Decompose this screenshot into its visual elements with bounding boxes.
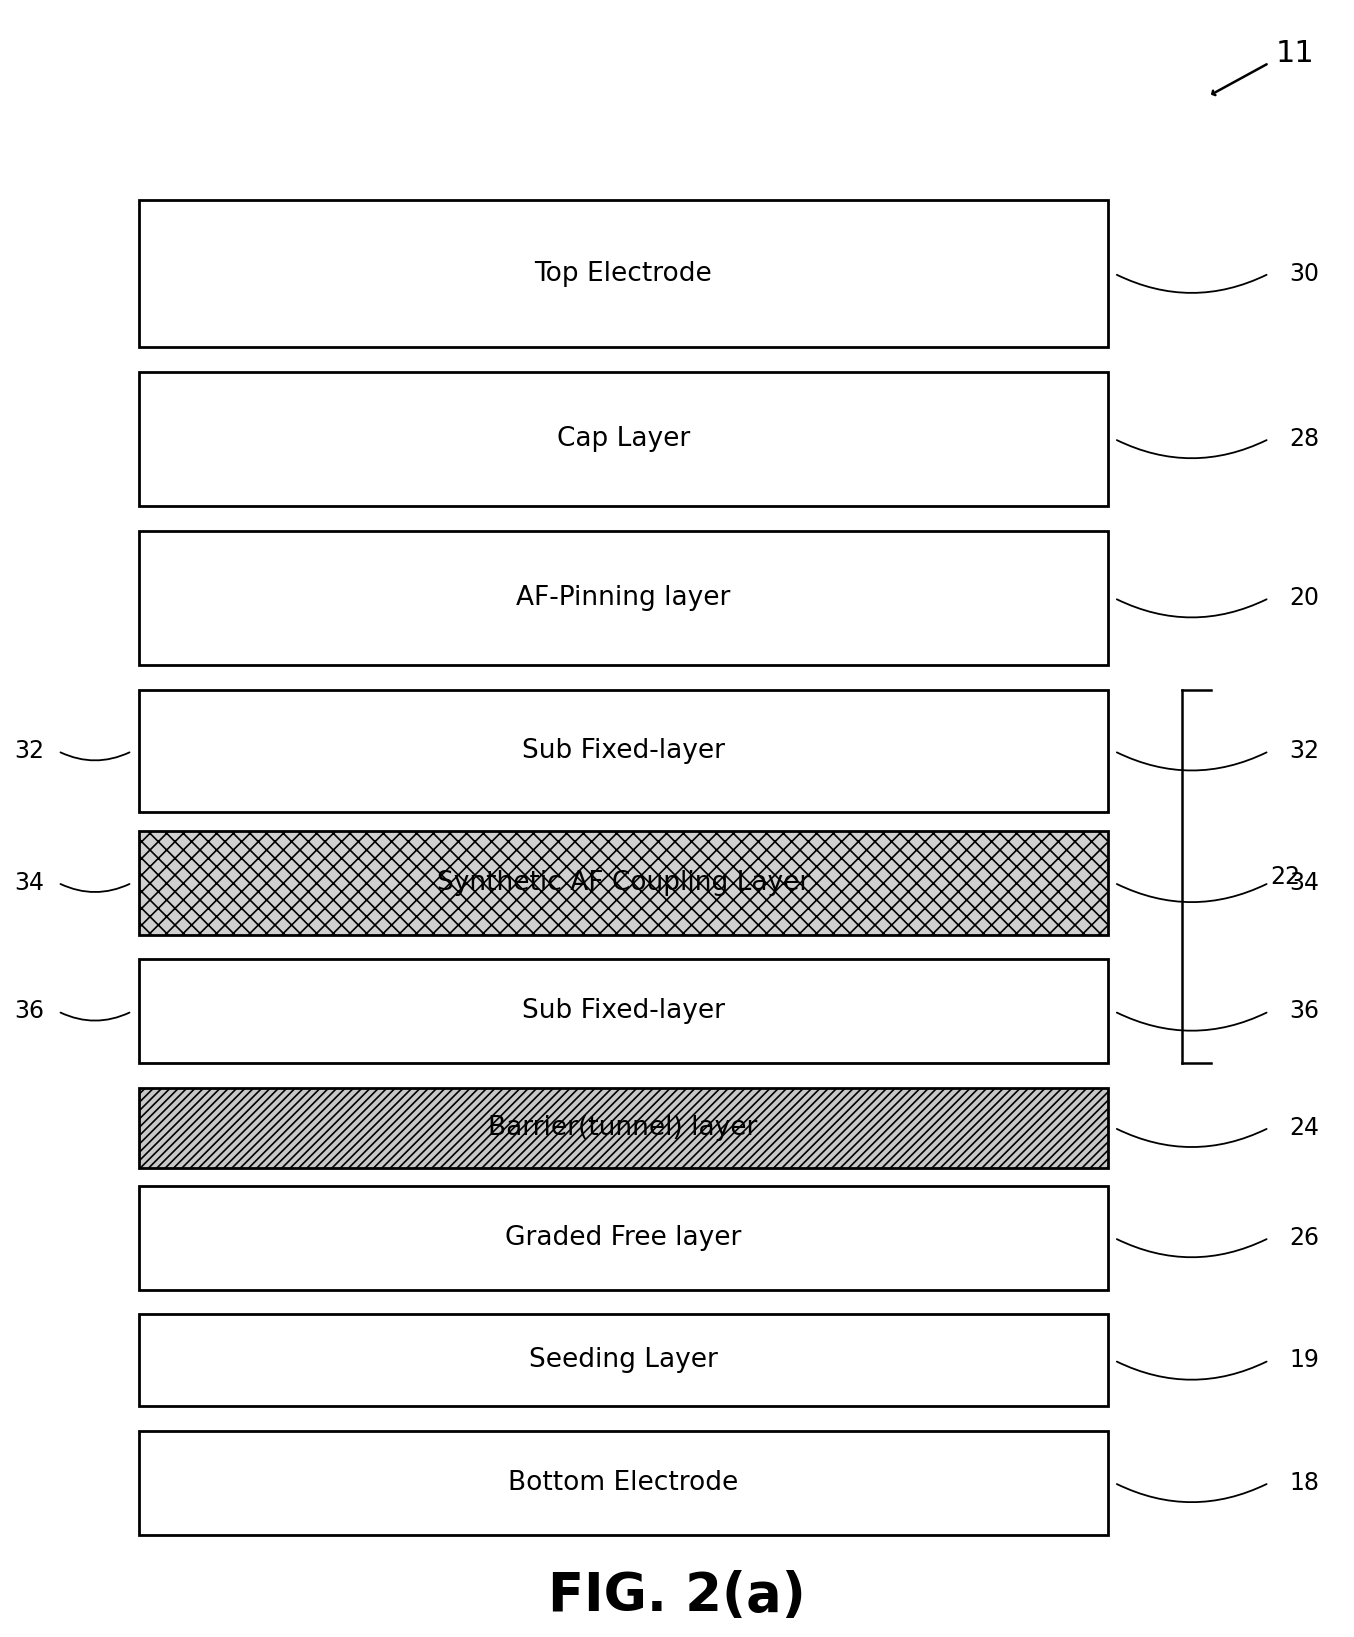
Bar xyxy=(138,830,1108,935)
Text: 32: 32 xyxy=(1289,740,1319,763)
Text: 24: 24 xyxy=(1289,1116,1319,1139)
Text: Sub Fixed-layer: Sub Fixed-layer xyxy=(521,999,724,1025)
Text: 20: 20 xyxy=(1289,586,1319,611)
Text: 18: 18 xyxy=(1289,1470,1319,1495)
Text: Seeding Layer: Seeding Layer xyxy=(528,1347,718,1373)
Text: Synthetic AF Coupling Layer: Synthetic AF Coupling Layer xyxy=(436,869,810,895)
Text: Cap Layer: Cap Layer xyxy=(556,426,689,452)
Text: 36: 36 xyxy=(15,999,45,1023)
Text: 22: 22 xyxy=(1270,864,1300,889)
Bar xyxy=(138,200,1108,347)
Bar xyxy=(138,1315,1108,1406)
Text: 34: 34 xyxy=(15,871,45,895)
Text: 26: 26 xyxy=(1289,1226,1319,1251)
Text: 11: 11 xyxy=(1275,39,1315,67)
Bar xyxy=(138,372,1108,506)
Bar xyxy=(138,530,1108,665)
Text: FIG. 2(a): FIG. 2(a) xyxy=(548,1570,806,1622)
Text: 28: 28 xyxy=(1289,427,1319,450)
Text: AF-Pinning layer: AF-Pinning layer xyxy=(516,584,730,611)
Text: 32: 32 xyxy=(15,740,45,763)
Text: Bottom Electrode: Bottom Electrode xyxy=(508,1470,738,1496)
Text: 19: 19 xyxy=(1289,1349,1319,1372)
Text: 30: 30 xyxy=(1289,262,1319,285)
Bar xyxy=(138,689,1108,812)
Text: 36: 36 xyxy=(1289,999,1319,1023)
Bar xyxy=(138,959,1108,1064)
Text: Sub Fixed-layer: Sub Fixed-layer xyxy=(521,738,724,764)
Bar xyxy=(138,1431,1108,1536)
Bar xyxy=(138,1185,1108,1290)
Text: 34: 34 xyxy=(1289,871,1319,895)
Text: Barrier(tunnel) layer: Barrier(tunnel) layer xyxy=(489,1115,758,1141)
Text: Top Electrode: Top Electrode xyxy=(535,260,712,286)
Bar xyxy=(138,1089,1108,1167)
Text: Graded Free layer: Graded Free layer xyxy=(505,1224,742,1251)
